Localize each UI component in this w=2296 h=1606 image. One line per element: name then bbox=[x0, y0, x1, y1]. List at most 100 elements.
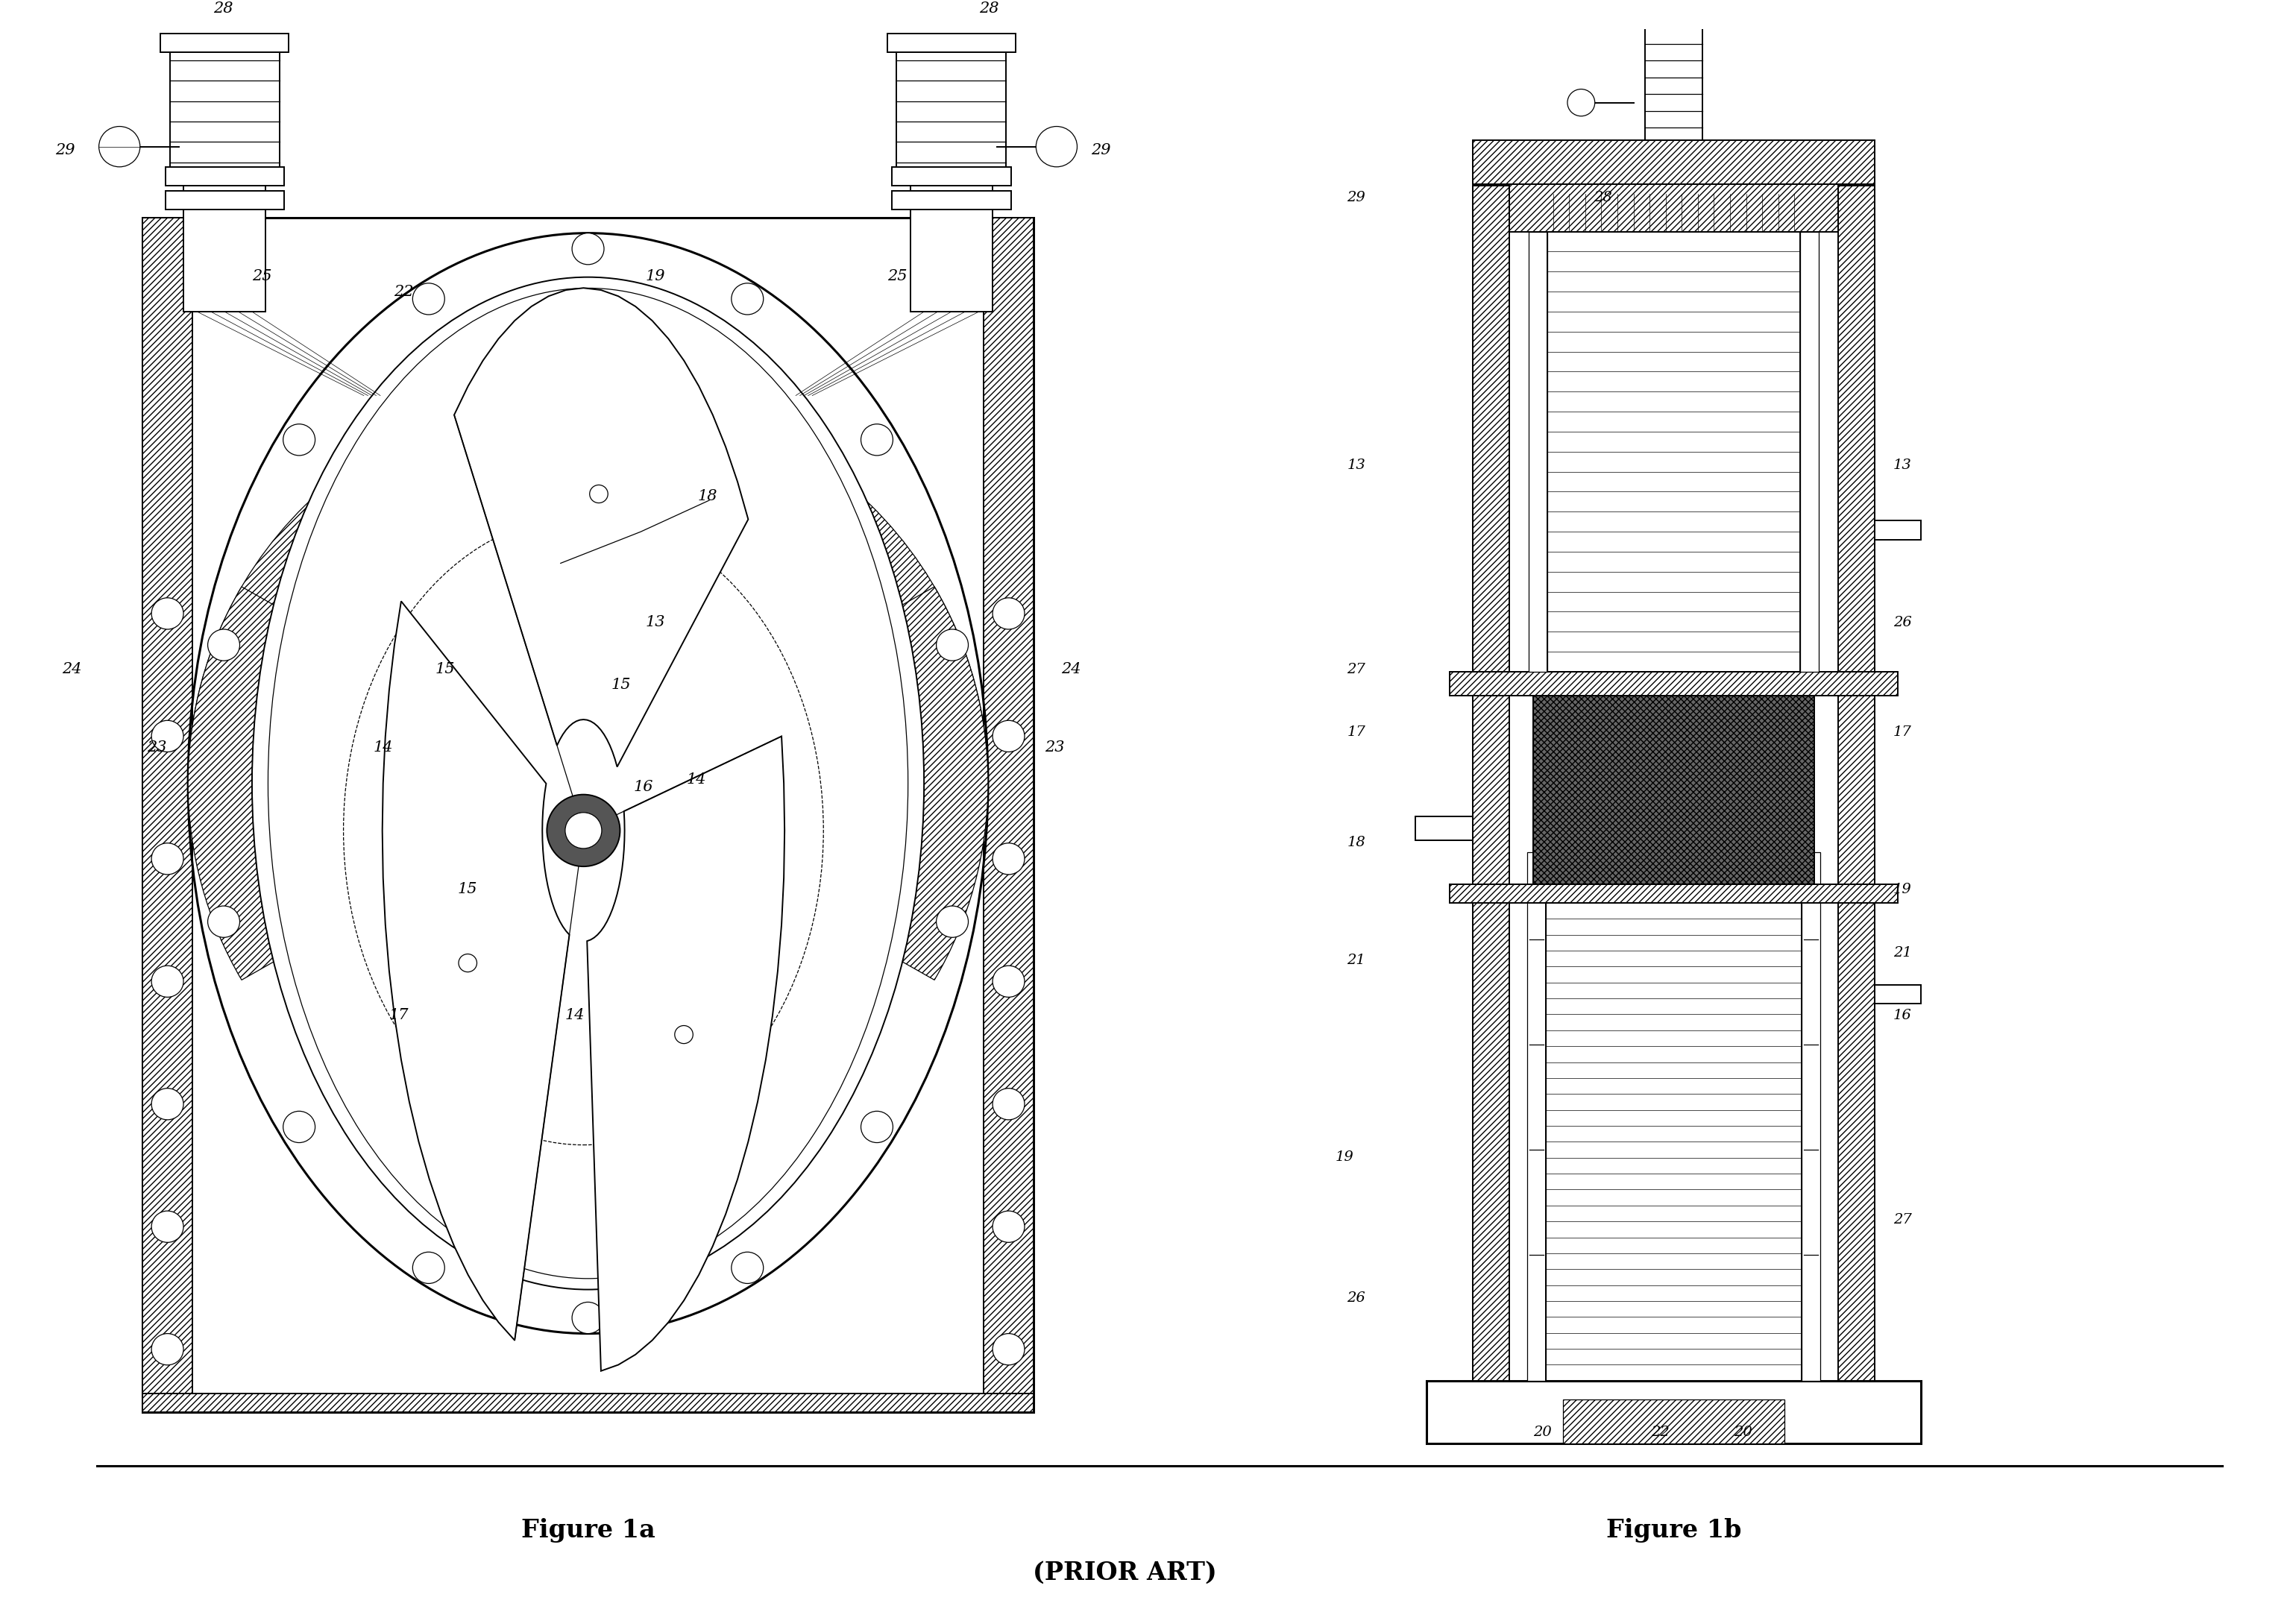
Wedge shape bbox=[634, 393, 712, 469]
Bar bbox=[142, 217, 193, 1412]
Bar bbox=[889, 34, 1015, 53]
Circle shape bbox=[992, 843, 1024, 875]
Circle shape bbox=[99, 127, 140, 167]
Circle shape bbox=[861, 1111, 893, 1142]
Text: 15: 15 bbox=[457, 882, 478, 896]
Text: 16: 16 bbox=[1894, 1009, 1913, 1021]
Circle shape bbox=[413, 283, 445, 315]
Text: (PRIOR ART): (PRIOR ART) bbox=[1033, 1559, 1217, 1585]
Bar bbox=[1839, 186, 1876, 1425]
Bar bbox=[1527, 853, 1545, 1381]
Text: 28: 28 bbox=[978, 2, 999, 16]
Text: 19: 19 bbox=[1894, 883, 1913, 896]
Circle shape bbox=[207, 906, 239, 938]
Bar bbox=[184, 186, 266, 312]
Text: 13: 13 bbox=[1894, 458, 1913, 472]
Text: 20: 20 bbox=[1534, 1425, 1552, 1439]
Circle shape bbox=[413, 1253, 445, 1283]
Circle shape bbox=[152, 721, 184, 752]
Circle shape bbox=[152, 1333, 184, 1365]
Polygon shape bbox=[383, 601, 569, 1341]
Wedge shape bbox=[879, 586, 987, 980]
Bar bbox=[170, 45, 280, 178]
Text: Figure 1b: Figure 1b bbox=[1607, 1518, 1740, 1542]
Wedge shape bbox=[200, 623, 280, 703]
Circle shape bbox=[1568, 88, 1596, 116]
Text: 25: 25 bbox=[889, 270, 907, 283]
Circle shape bbox=[207, 630, 239, 660]
Bar bbox=[1619, 8, 1729, 27]
Circle shape bbox=[992, 597, 1024, 630]
Text: 23: 23 bbox=[147, 740, 168, 755]
Circle shape bbox=[992, 965, 1024, 997]
Bar bbox=[1449, 883, 1899, 903]
Circle shape bbox=[732, 283, 762, 315]
Bar bbox=[1508, 185, 1839, 231]
Text: 14: 14 bbox=[565, 1009, 585, 1021]
Wedge shape bbox=[197, 853, 276, 930]
Text: 29: 29 bbox=[1348, 191, 1366, 204]
Text: 21: 21 bbox=[1894, 946, 1913, 959]
Text: 14: 14 bbox=[374, 740, 393, 755]
Text: 26: 26 bbox=[1894, 615, 1913, 630]
Text: 22: 22 bbox=[393, 284, 413, 299]
Wedge shape bbox=[703, 414, 788, 498]
Wedge shape bbox=[767, 450, 856, 538]
Wedge shape bbox=[916, 795, 987, 866]
Circle shape bbox=[546, 795, 620, 867]
Text: 23: 23 bbox=[1045, 740, 1065, 755]
Circle shape bbox=[937, 906, 969, 938]
Wedge shape bbox=[859, 928, 948, 1015]
Text: 27: 27 bbox=[1894, 1213, 1913, 1227]
Text: 29: 29 bbox=[55, 143, 76, 157]
Wedge shape bbox=[321, 1029, 411, 1116]
Text: 24: 24 bbox=[62, 662, 83, 676]
Text: 20: 20 bbox=[1733, 1425, 1752, 1439]
Wedge shape bbox=[822, 501, 912, 589]
Bar bbox=[1472, 186, 1508, 1425]
Circle shape bbox=[992, 1211, 1024, 1243]
Text: 16: 16 bbox=[634, 781, 654, 795]
Bar bbox=[1564, 1399, 1784, 1444]
Wedge shape bbox=[900, 636, 980, 715]
Circle shape bbox=[1035, 127, 1077, 167]
Text: 28: 28 bbox=[1593, 191, 1612, 204]
Wedge shape bbox=[223, 917, 310, 1004]
Circle shape bbox=[992, 1333, 1024, 1365]
Circle shape bbox=[152, 1211, 184, 1243]
Text: 21: 21 bbox=[1348, 954, 1366, 967]
Circle shape bbox=[992, 721, 1024, 752]
Text: 15: 15 bbox=[434, 662, 455, 676]
Circle shape bbox=[282, 424, 315, 456]
Bar bbox=[165, 191, 285, 209]
Bar bbox=[1545, 903, 1802, 1381]
Circle shape bbox=[732, 1253, 762, 1283]
Wedge shape bbox=[388, 1070, 473, 1153]
Wedge shape bbox=[691, 1074, 776, 1158]
Bar bbox=[1635, 0, 1713, 14]
Text: Figure 1a: Figure 1a bbox=[521, 1518, 654, 1542]
Wedge shape bbox=[188, 702, 259, 772]
Bar bbox=[895, 45, 1006, 178]
Text: 29: 29 bbox=[1091, 143, 1111, 157]
Circle shape bbox=[937, 630, 969, 660]
Text: 13: 13 bbox=[645, 615, 666, 630]
Circle shape bbox=[282, 1111, 315, 1142]
Bar bbox=[142, 217, 1033, 1412]
Wedge shape bbox=[400, 410, 484, 491]
Wedge shape bbox=[264, 978, 354, 1066]
Circle shape bbox=[459, 954, 478, 972]
Wedge shape bbox=[188, 390, 987, 784]
Circle shape bbox=[152, 843, 184, 875]
Text: 17: 17 bbox=[1348, 726, 1366, 739]
Wedge shape bbox=[188, 586, 296, 980]
Polygon shape bbox=[588, 736, 785, 1372]
Bar bbox=[1426, 1381, 1919, 1444]
Text: 18: 18 bbox=[698, 490, 716, 503]
Text: 14: 14 bbox=[687, 772, 707, 787]
Bar bbox=[1646, 14, 1701, 140]
Text: 15: 15 bbox=[611, 678, 631, 692]
Circle shape bbox=[565, 813, 602, 848]
Text: 22: 22 bbox=[1651, 1425, 1669, 1439]
Circle shape bbox=[572, 1302, 604, 1333]
